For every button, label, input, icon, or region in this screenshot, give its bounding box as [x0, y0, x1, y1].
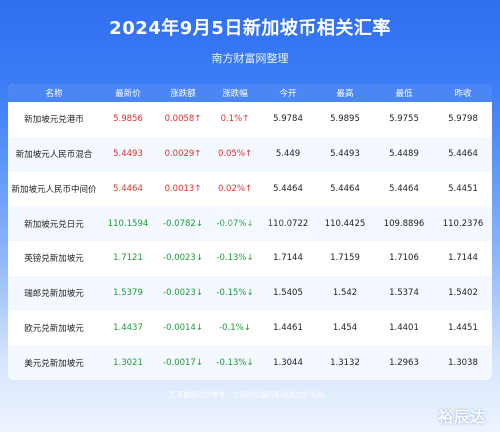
prev-close-cell: 110.2376 [442, 218, 484, 229]
change-percent-cell: 0.05%↑ [217, 149, 253, 160]
change-percent-cell: 0.02%↑ [217, 183, 253, 194]
column-header: 涨跌幅 [222, 89, 248, 99]
change-amount-cell: 0.0029↑ [164, 149, 202, 160]
column-header: 名称 [45, 89, 63, 99]
rate-table-card: 名称 最新价 涨跌额 涨跌幅 今开 最高 最低 昨收 新加坡元兑港币 5.9856… [8, 84, 492, 380]
high-price-cell: 1.542 [332, 288, 358, 299]
open-price-cell: 1.7144 [273, 253, 303, 264]
rate-name-cell: 新加坡元兑港币 [24, 115, 84, 126]
low-price-cell: 109.8896 [383, 218, 425, 229]
rate-table: 名称 最新价 涨跌额 涨跌幅 今开 最高 最低 昨收 新加坡元兑港币 5.9856… [8, 84, 492, 380]
table-row: 欧元兑新加坡元 1.4437 -0.0014↓ -0.1%↓ 1.4461 1.454 1.… [8, 311, 492, 346]
change-amount-cell: -0.0782↓ [163, 218, 203, 229]
change-amount-cell: -0.0014↓ [163, 322, 203, 333]
footnote: 汇率数据仅供参考，交易时以银行柜台成交价为准。 [169, 391, 331, 399]
low-price-cell: 1.5374 [389, 288, 419, 299]
change-percent-cell: -0.1%↓ [219, 322, 251, 333]
column-header: 最新价 [115, 89, 141, 99]
table-row: 美元兑新加坡元 1.3021 -0.0017↓ -0.13%↓ 1.3044 1.3132… [8, 345, 492, 380]
prev-close-cell: 1.5402 [448, 288, 478, 299]
high-price-cell: 1.3132 [330, 357, 360, 368]
latest-price-cell: 1.4437 [113, 322, 143, 333]
column-header: 今开 [279, 89, 297, 99]
latest-price-cell: 1.5379 [113, 288, 143, 299]
latest-price-cell: 110.1594 [107, 218, 149, 229]
change-percent-cell: -0.07%↓ [216, 218, 254, 229]
page-title: 2024年9月5日新加坡币相关汇率 [109, 18, 391, 39]
table-row: 新加坡元人民币中间价 5.4464 0.0013↑ 0.02%↑ 5.4464 5.446… [8, 172, 492, 207]
low-price-cell: 5.4489 [389, 149, 419, 160]
prev-close-cell: 1.7144 [448, 253, 478, 264]
open-price-cell: 1.5405 [273, 288, 303, 299]
change-percent-cell: -0.13%↓ [216, 253, 254, 264]
page-subtitle: 南方财富网整理 [211, 52, 289, 65]
low-price-cell: 1.4401 [389, 322, 419, 333]
change-amount-cell: 0.0013↑ [164, 183, 202, 194]
column-header: 最高 [336, 89, 354, 99]
table-row: 瑞郎兑新加坡元 1.5379 -0.0023↓ -0.15%↓ 1.5405 1.542 1… [8, 275, 492, 311]
open-price-cell: 1.4461 [273, 322, 303, 333]
open-price-cell: 110.0722 [267, 218, 309, 229]
high-price-cell: 5.4493 [330, 149, 360, 160]
open-price-cell: 1.3044 [273, 357, 303, 368]
latest-price-cell: 5.9856 [113, 114, 143, 125]
open-price-cell: 5.9784 [273, 114, 303, 125]
low-price-cell: 1.2963 [389, 357, 419, 368]
table-row: 新加坡元兑日元 110.1594 -0.0782↓ -0.07%↓ 110.0722 11… [8, 206, 492, 241]
table-body: 新加坡元兑港币 5.9856 0.0058↑ 0.1%↑ 5.9784 5.9895 5.9… [8, 102, 492, 380]
prev-close-cell: 5.4451 [448, 183, 478, 194]
change-percent-cell: 0.1%↑ [220, 114, 250, 125]
column-header: 最低 [395, 89, 413, 99]
latest-price-cell: 1.3021 [113, 357, 143, 368]
latest-price-cell: 5.4493 [113, 149, 143, 160]
open-price-cell: 5.449 [275, 149, 301, 160]
high-price-cell: 1.7159 [330, 253, 360, 264]
low-price-cell: 5.4464 [389, 183, 419, 194]
change-amount-cell: -0.0017↓ [163, 357, 203, 368]
rate-name-cell: 新加坡元兑日元 [24, 219, 84, 230]
column-header: 涨跌额 [170, 89, 196, 99]
high-price-cell: 110.4425 [324, 218, 366, 229]
rate-name-cell: 瑞郎兑新加坡元 [24, 289, 84, 300]
high-price-cell: 5.4464 [330, 183, 360, 194]
low-price-cell: 5.9755 [389, 114, 419, 125]
change-amount-cell: -0.0023↓ [163, 253, 203, 264]
change-amount-cell: 0.0058↑ [164, 114, 202, 125]
prev-close-cell: 5.4464 [448, 149, 478, 160]
open-price-cell: 5.4464 [273, 183, 303, 194]
rate-name-cell: 新加坡元人民币中间价 [11, 184, 97, 195]
brand-logo: 裕辰达 [437, 408, 486, 426]
high-price-cell: 1.454 [332, 322, 358, 333]
latest-price-cell: 5.4464 [113, 183, 143, 194]
column-header: 昨收 [454, 89, 472, 99]
rate-name-cell: 新加坡元人民币混合 [15, 150, 93, 161]
prev-close-cell: 1.3038 [448, 357, 478, 368]
table-row: 新加坡元兑港币 5.9856 0.0058↑ 0.1%↑ 5.9784 5.9895 5.9… [8, 102, 492, 137]
change-percent-cell: -0.15%↓ [216, 288, 254, 299]
latest-price-cell: 1.7121 [113, 253, 143, 264]
table-header-row: 名称 最新价 涨跌额 涨跌幅 今开 最高 最低 昨收 [8, 84, 492, 102]
change-percent-cell: -0.13%↓ [216, 357, 254, 368]
table-row: 新加坡元人民币混合 5.4493 0.0029↑ 0.05%↑ 5.449 5.4493 5… [8, 136, 492, 172]
rate-name-cell: 英镑兑新加坡元 [24, 254, 84, 265]
rate-name-cell: 美元兑新加坡元 [24, 358, 84, 369]
low-price-cell: 1.7106 [389, 253, 419, 264]
rate-name-cell: 欧元兑新加坡元 [24, 323, 84, 334]
change-amount-cell: -0.0023↓ [163, 288, 203, 299]
prev-close-cell: 1.4451 [448, 322, 478, 333]
high-price-cell: 5.9895 [330, 114, 360, 125]
table-row: 英镑兑新加坡元 1.7121 -0.0023↓ -0.13%↓ 1.7144 1.7159… [8, 241, 492, 276]
prev-close-cell: 5.9798 [448, 114, 478, 125]
